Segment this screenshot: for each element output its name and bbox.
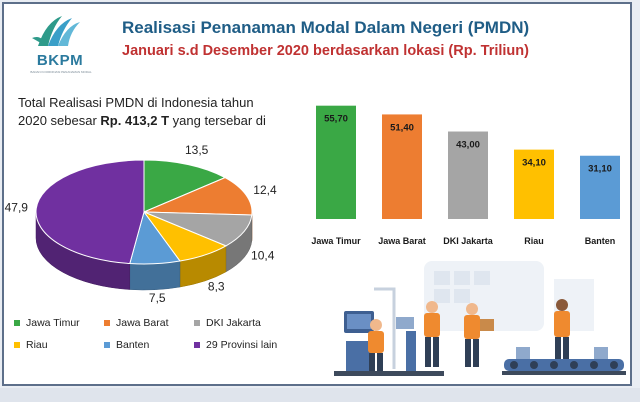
pie-slice-jawa-timur [143, 159, 227, 213]
legend-item: Jawa Barat [104, 317, 169, 329]
bar-category-label: Jawa Timur [311, 236, 361, 246]
summary-text: Total Realisasi PMDN di Indonesia tahun … [18, 94, 308, 130]
bar-banten [580, 155, 620, 219]
box-icon [480, 319, 494, 331]
pie-label-riau: 8,3 [208, 279, 225, 293]
bar-jawa-barat [382, 114, 422, 219]
legend-label: Jawa Timur [26, 317, 80, 329]
bar-value-label: 51,40 [390, 122, 414, 133]
bar-category-label: Banten [585, 236, 616, 246]
legend-swatch [104, 320, 110, 327]
summary-line2-prefix: 2020 sebesar [18, 113, 101, 128]
bar-value-label: 34,10 [522, 158, 546, 169]
logo-subtext: BADAN KOORDINASI PENANAMAN MODAL [30, 70, 92, 74]
bar-category-label: Riau [524, 236, 544, 246]
pie-label-dki-jakarta: 10,4 [251, 249, 275, 263]
factory-illustration [334, 261, 626, 376]
bottom-band [0, 388, 640, 402]
bar-category-label: DKI Jakarta [443, 236, 494, 246]
pie-chart: 13,5 12,4 10,4 8,3 7,5 47,9 [5, 143, 277, 305]
pie-label-jawa-barat: 12,4 [253, 183, 277, 197]
legend-item: DKI Jakarta [194, 317, 261, 329]
legend-swatch [104, 342, 110, 349]
bar-dki-jakarta [448, 131, 488, 219]
logo-text: BKPM [36, 52, 84, 69]
legend-swatch [14, 320, 20, 327]
legend-item: Banten [104, 339, 149, 351]
legend-swatch [194, 342, 200, 349]
bar-riau [514, 149, 554, 219]
legend-item: 29 Provinsi lain [194, 339, 277, 351]
pie-side-banten [129, 260, 181, 291]
bar-value-label: 55,70 [324, 114, 348, 125]
floor-line [334, 371, 444, 376]
legend-swatch [194, 320, 200, 327]
bar-value-label: 43,00 [456, 140, 480, 151]
legend-label: Jawa Barat [116, 317, 169, 329]
page-title: Realisasi Penanaman Modal Dalam Negeri (… [122, 18, 530, 37]
legend-label: DKI Jakarta [206, 317, 261, 329]
conveyor-belt [504, 359, 624, 371]
bar-category-label: Jawa Barat [378, 236, 426, 246]
legend-item: Jawa Timur [14, 317, 80, 329]
summary-line2-suffix: yang tersebar di [169, 113, 266, 128]
bkpm-logo-mark-icon [32, 16, 80, 46]
pie-label-banten: 7,5 [149, 291, 166, 305]
summary-line1: Total Realisasi PMDN di Indonesia tahun [18, 95, 254, 110]
legend-label: 29 Provinsi lain [206, 339, 278, 351]
legend-label: Riau [26, 339, 48, 351]
bar-value-label: 31,10 [588, 164, 612, 175]
pie-slice-dki-jakarta [143, 211, 253, 247]
bar-chart: 55,70 Jawa Timur 51,40 Jawa Barat 43,00 DKI J… [311, 105, 620, 246]
pie-label-29-provinsi-lain: 47,9 [5, 201, 29, 215]
legend-label: Banten [116, 339, 150, 351]
legend-swatch [14, 342, 20, 349]
page-subtitle: Januari s.d Desember 2020 berdasarkan lo… [122, 43, 529, 59]
infographic-frame: BKPM BADAN KOORDINASI PENANAMAN MODAL Re… [2, 2, 632, 386]
pie-label-jawa-timur: 13,5 [185, 143, 209, 157]
legend-item: Riau [14, 339, 48, 351]
pie-slice-29-provinsi-lain [35, 159, 145, 265]
summary-total: Rp. 413,2 T [100, 113, 170, 128]
bkpm-logo: BKPM BADAN KOORDINASI PENANAMAN MODAL [18, 12, 98, 80]
bar-jawa-timur [316, 105, 356, 219]
pie-slice-jawa-barat [143, 177, 253, 216]
